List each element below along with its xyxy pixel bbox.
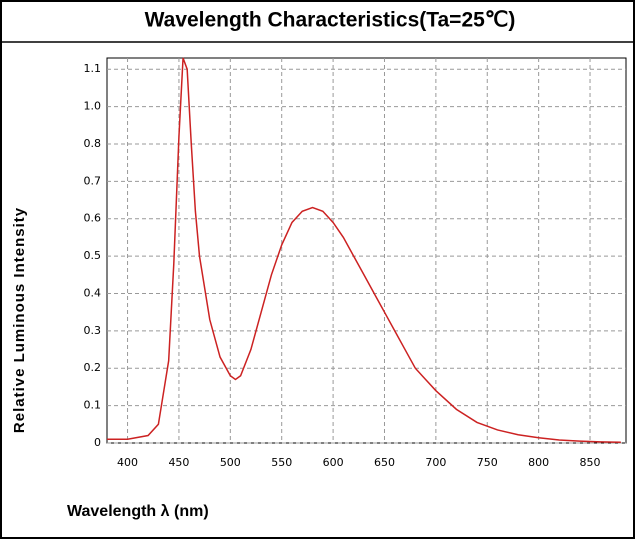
y-tick-label: 0.2 (84, 361, 102, 374)
y-tick-label: 0.3 (84, 324, 102, 337)
y-tick-label: 0.1 (84, 399, 102, 412)
x-axis-label: Wavelength λ (nm) (67, 503, 209, 520)
y-tick-label: 1.0 (84, 100, 102, 113)
x-tick-label: 500 (220, 456, 241, 469)
x-tick-label: 550 (271, 456, 292, 469)
y-tick-label: 1.1 (84, 62, 102, 75)
x-tick-label: 400 (117, 456, 138, 469)
y-tick-label: 0.8 (84, 137, 102, 150)
y-tick-label: 0.4 (84, 286, 102, 299)
data-line (107, 57, 621, 444)
y-tick-label: 0.7 (84, 174, 102, 187)
x-tick-label: 850 (580, 456, 601, 469)
x-tick-label: 750 (477, 456, 498, 469)
x-tick-label: 700 (425, 456, 446, 469)
y-axis-label: Relative Luminous Intensity (11, 207, 28, 433)
y-tick-label: 0.6 (84, 212, 102, 225)
y-tick-label: 0.5 (84, 249, 102, 262)
plot-area (106, 57, 627, 444)
x-tick-label: 650 (374, 456, 395, 469)
x-tick-label: 800 (528, 456, 549, 469)
y-tick-label: 0 (94, 436, 101, 449)
x-tick-label: 600 (323, 456, 344, 469)
chart-title: Wavelength Characteristics(Ta=25℃) (145, 9, 516, 32)
x-tick-label: 450 (168, 456, 189, 469)
